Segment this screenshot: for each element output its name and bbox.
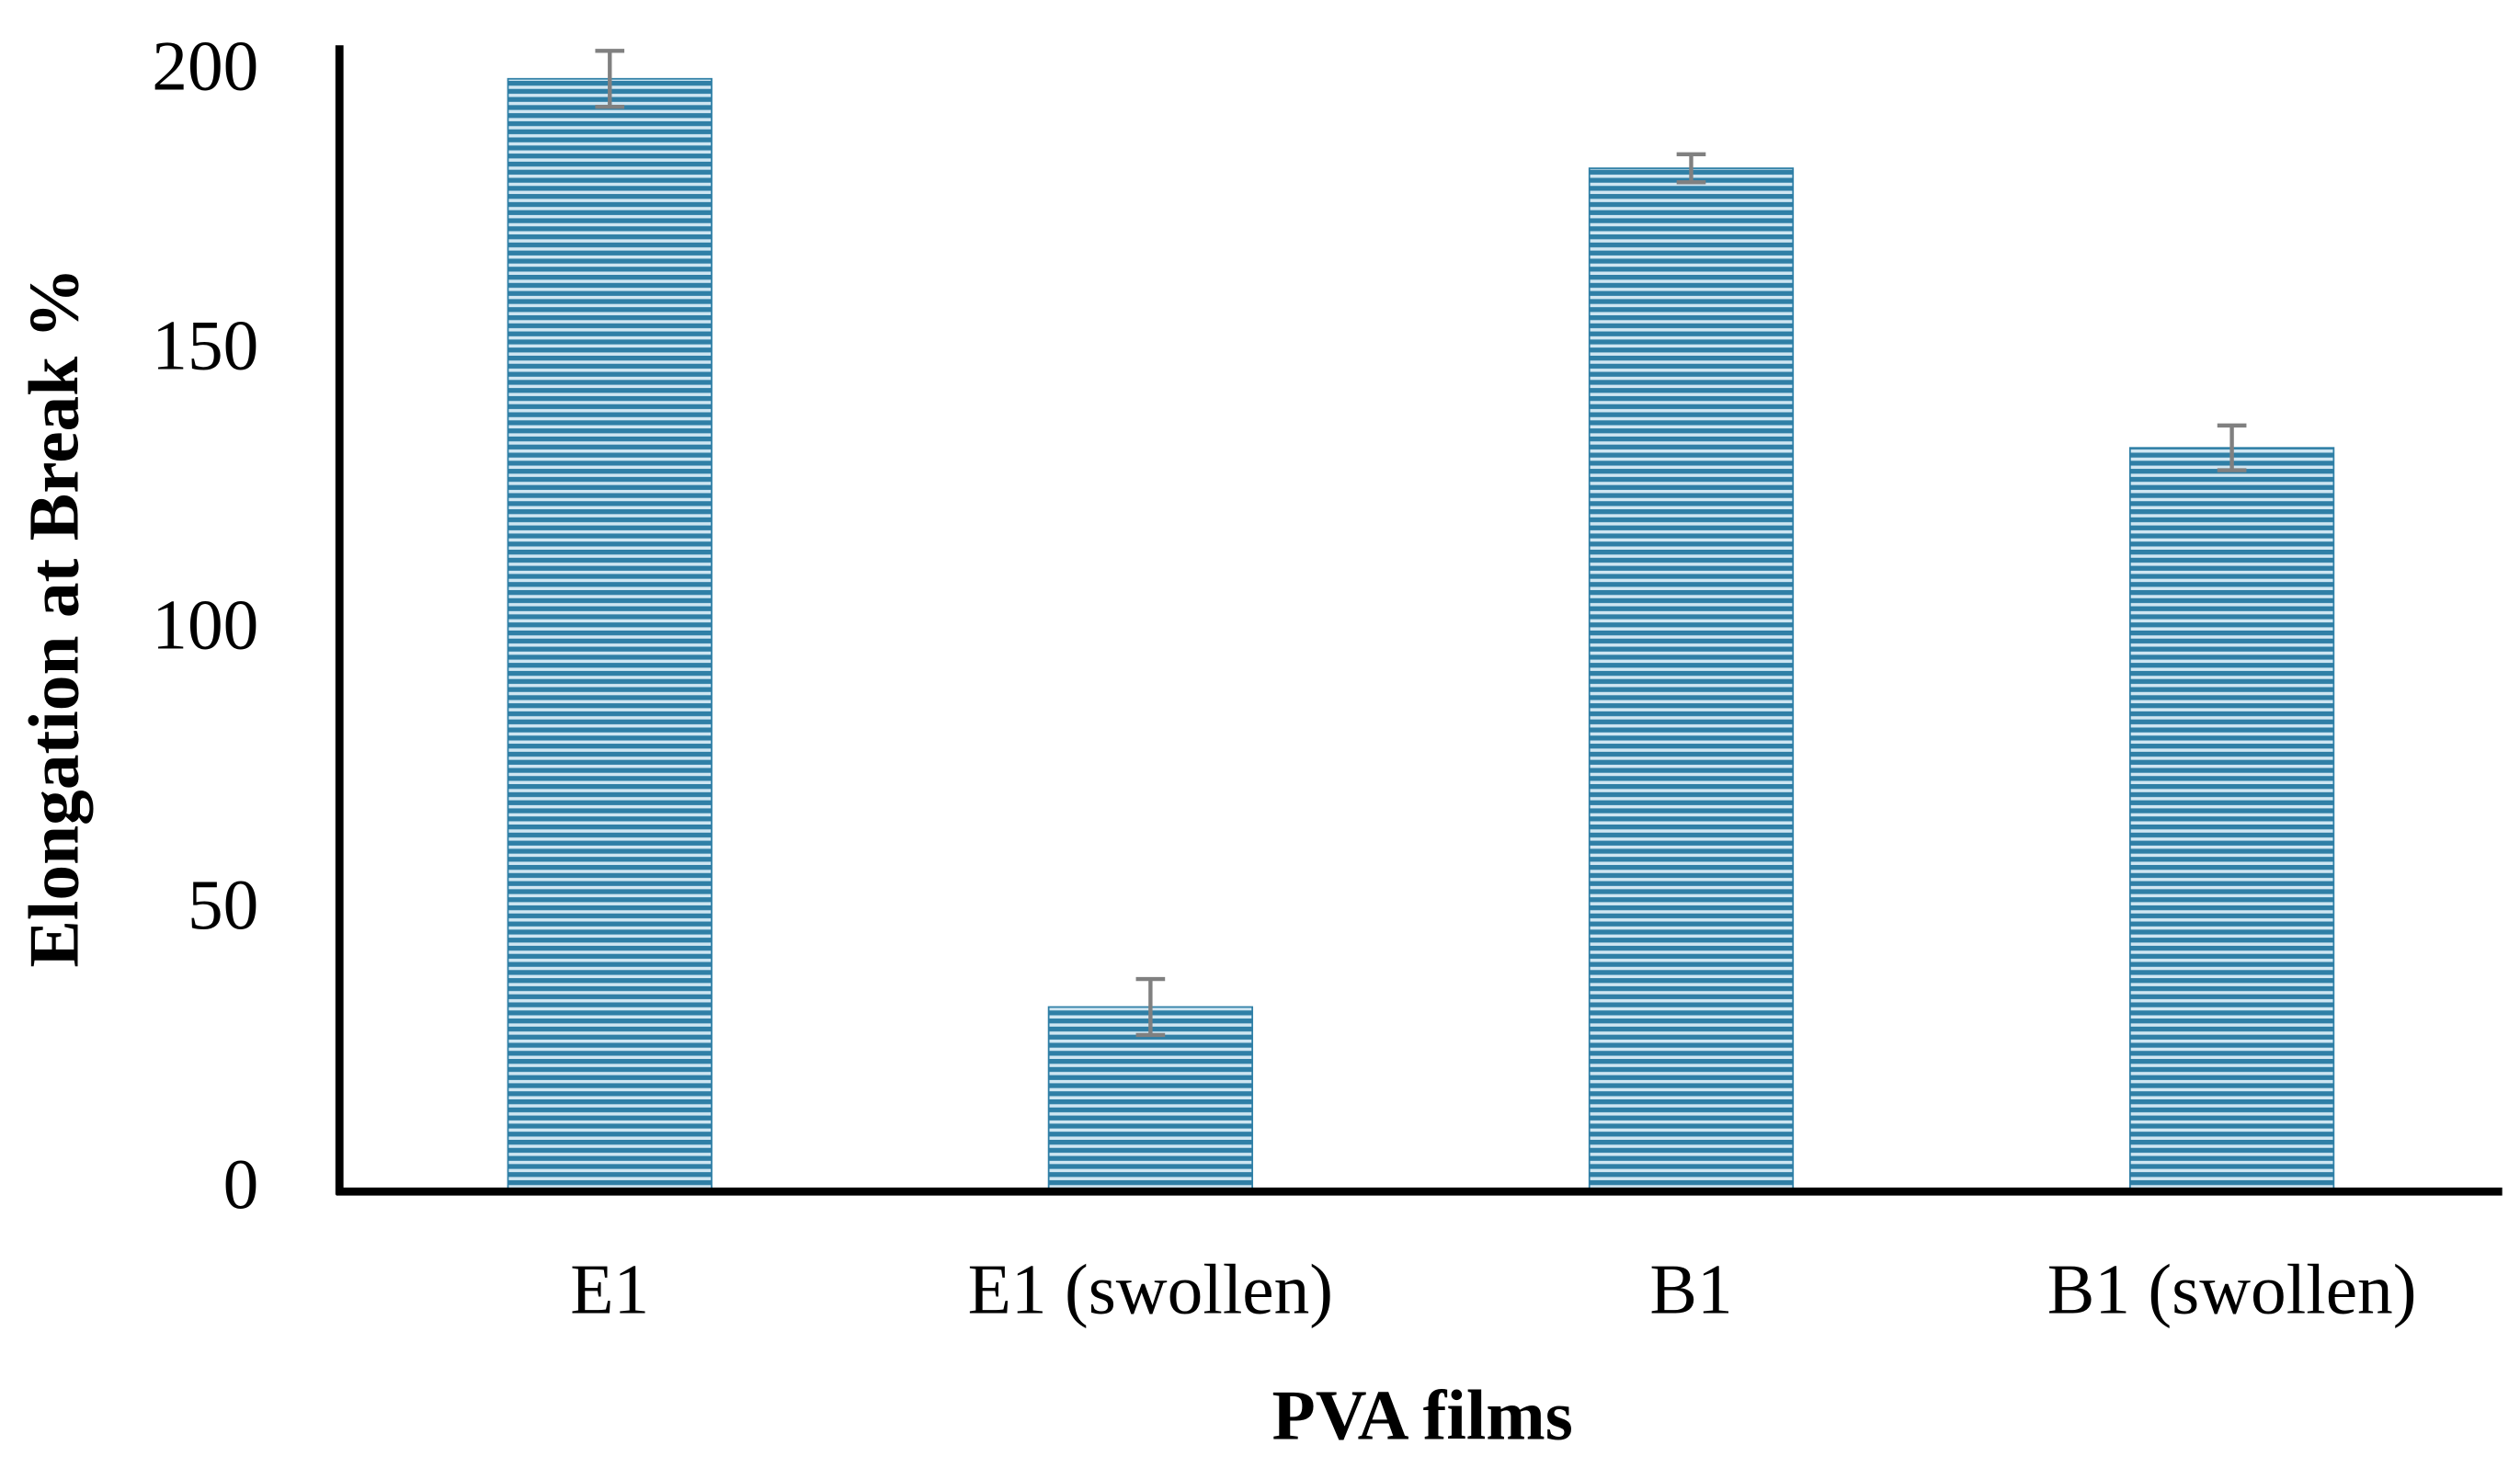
y-tick-label: 100 <box>152 586 258 665</box>
y-tick-label: 200 <box>152 26 258 105</box>
y-tick-label: 50 <box>188 865 258 944</box>
y-axis-title: Elongation at Break % <box>15 267 94 968</box>
x-tick-label: E1 (swollen) <box>968 1249 1333 1328</box>
x-tick-label: E1 <box>570 1249 649 1328</box>
x-tick-label: B1 (swollen) <box>2047 1249 2417 1328</box>
bar <box>2128 447 2335 1193</box>
error-bar <box>1135 976 1166 1038</box>
error-bar <box>1676 152 1706 185</box>
error-bar <box>595 49 625 109</box>
x-tick-label: B1 <box>1649 1249 1732 1328</box>
y-tick-label: 150 <box>152 306 258 385</box>
error-bar <box>2217 423 2247 472</box>
x-axis-title: PVA films <box>1272 1375 1573 1454</box>
bar <box>1588 167 1795 1193</box>
y-tick-label: 0 <box>223 1144 259 1223</box>
bar <box>507 77 713 1193</box>
bar <box>1047 1006 1254 1193</box>
